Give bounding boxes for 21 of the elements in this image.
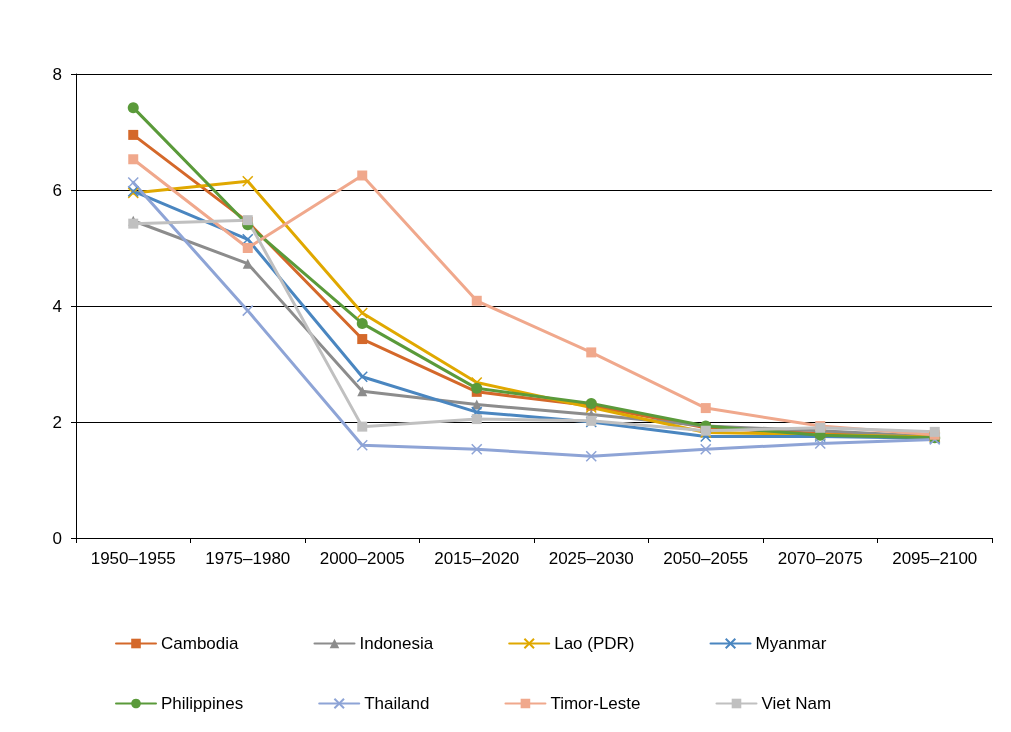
y-tick-label: 8 (52, 64, 62, 84)
y-tick-label: 0 (52, 528, 62, 548)
x-tick-label: 2095–2100 (892, 549, 978, 568)
x-tick-label: 2015–2020 (434, 549, 520, 568)
x-tick-label: 1975–1980 (205, 549, 291, 568)
x-tick-label: 2050–2055 (663, 549, 749, 568)
legend-label: Philippines (161, 694, 244, 713)
legend-label: Cambodia (161, 634, 240, 653)
x-tick-label: 2070–2075 (777, 549, 863, 568)
y-tick-label: 4 (52, 296, 62, 316)
legend-label: Timor-Leste (550, 694, 641, 713)
x-tick-label: 2025–2030 (548, 549, 634, 568)
legend-label: Thailand (364, 694, 430, 713)
y-tick-label: 6 (52, 180, 62, 200)
x-tick-label: 1950–1955 (90, 549, 176, 568)
x-tick-label: 2000–2005 (319, 549, 405, 568)
legend-label: Myanmar (755, 634, 827, 653)
legend-label: Indonesia (359, 634, 434, 653)
legend-label: Lao (PDR) (554, 634, 635, 653)
legend-label: Viet Nam (761, 694, 832, 713)
y-tick-label: 2 (52, 412, 62, 432)
